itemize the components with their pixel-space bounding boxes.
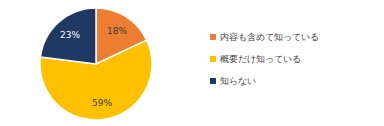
legend-swatch [210,78,216,84]
data-label: 18% [107,26,127,36]
data-label: 59% [92,98,112,108]
legend-swatch [210,56,216,62]
legend-label: 内容も含めて知っている [220,32,319,42]
pie-slice [40,8,96,64]
data-label: 23% [60,30,80,40]
legend-label: 概要だけ知っている [220,54,301,64]
data-labels: 18% 59% 23% [60,26,127,108]
slices [40,8,152,120]
legend-label: 知らない [220,76,256,86]
chart: 18% 59% 23% 内容も含めて知っている概要だけ知っている知らない [0,0,384,126]
legend-swatch [210,34,216,40]
legend: 内容も含めて知っている概要だけ知っている知らない [210,32,319,86]
